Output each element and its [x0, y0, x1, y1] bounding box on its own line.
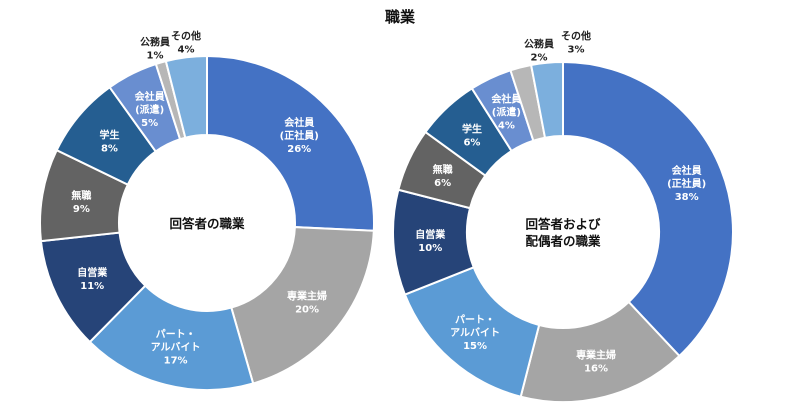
- donut-center-label: 配偶者の職業: [525, 234, 601, 249]
- slice-category-label: 無職: [433, 163, 453, 176]
- slice-category-label: アルバイト: [450, 327, 500, 339]
- slice-category-label: 会社員: [491, 93, 521, 106]
- slice-category-label: 学生: [462, 123, 482, 136]
- slice-value-label: 15%: [463, 341, 487, 352]
- slice-category-label: (正社員): [280, 129, 319, 142]
- slice-value-label: 6%: [463, 138, 480, 149]
- slice-category-label: 自営業: [415, 228, 446, 241]
- slice-category-label: (派遣): [135, 103, 164, 116]
- donut-slice-2-会社員(正社員): [562, 60, 734, 358]
- slice-value-label: 20%: [295, 305, 319, 316]
- slice-value-label: 11%: [80, 281, 104, 292]
- donut-chart-2: 会社員(正社員)38%専業主婦16%パート・アルバイト15%自営業10%無職6%…: [392, 30, 734, 403]
- slice-value-label: 6%: [434, 178, 451, 189]
- slice-value-label: 10%: [418, 243, 442, 254]
- slice-category-label: 学生: [99, 128, 119, 141]
- slice-value-label: 1%: [147, 51, 164, 62]
- chart-title: 職業: [384, 8, 415, 26]
- slice-category-label: 公務員: [524, 38, 554, 51]
- slice-value-label: 16%: [584, 363, 608, 374]
- slice-category-label: 会社員: [284, 116, 314, 129]
- slice-category-label: パート・: [156, 329, 196, 341]
- slice-value-label: 38%: [675, 192, 699, 203]
- slice-value-label: 5%: [141, 118, 158, 129]
- slice-value-label: 26%: [287, 144, 311, 155]
- slice-value-label: 9%: [73, 204, 90, 215]
- donut-slice-2-その他: [529, 60, 564, 139]
- slice-category-label: 会社員: [135, 90, 165, 103]
- slice-category-label: 専業主婦: [287, 290, 327, 303]
- slice-category-label: 会社員: [672, 164, 702, 177]
- slice-category-label: 自営業: [77, 266, 108, 279]
- donut-center-label: 回答者の職業: [169, 216, 245, 231]
- donut-slice-1-会社員(正社員): [206, 54, 375, 232]
- slice-category-label: その他: [171, 30, 201, 43]
- slice-value-label: 4%: [178, 45, 195, 56]
- slice-value-label: 8%: [101, 143, 118, 154]
- donut-slice-1-その他: [164, 54, 208, 139]
- donut-slice-1-パート・アルバイト: [88, 284, 255, 391]
- donut-chart-1: 会社員(正社員)26%専業主婦20%パート・アルバイト17%自営業11%無職9%…: [39, 30, 375, 391]
- slice-value-label: 3%: [568, 45, 585, 56]
- donut-slice-1-専業主婦: [230, 226, 375, 385]
- slice-category-label: アルバイト: [151, 342, 201, 354]
- slice-value-label: 4%: [498, 121, 515, 132]
- slice-category-label: パート・: [455, 314, 495, 326]
- slice-category-label: 無職: [71, 189, 91, 202]
- slice-value-label: 2%: [531, 53, 548, 64]
- slice-category-label: (派遣): [492, 106, 521, 119]
- slice-value-label: 17%: [164, 356, 188, 367]
- donut-center-label: 回答者および: [525, 217, 601, 232]
- slice-category-label: (正社員): [667, 177, 706, 190]
- slice-category-label: 専業主婦: [576, 348, 616, 361]
- slice-category-label: 公務員: [140, 36, 170, 49]
- slice-category-label: その他: [561, 30, 591, 43]
